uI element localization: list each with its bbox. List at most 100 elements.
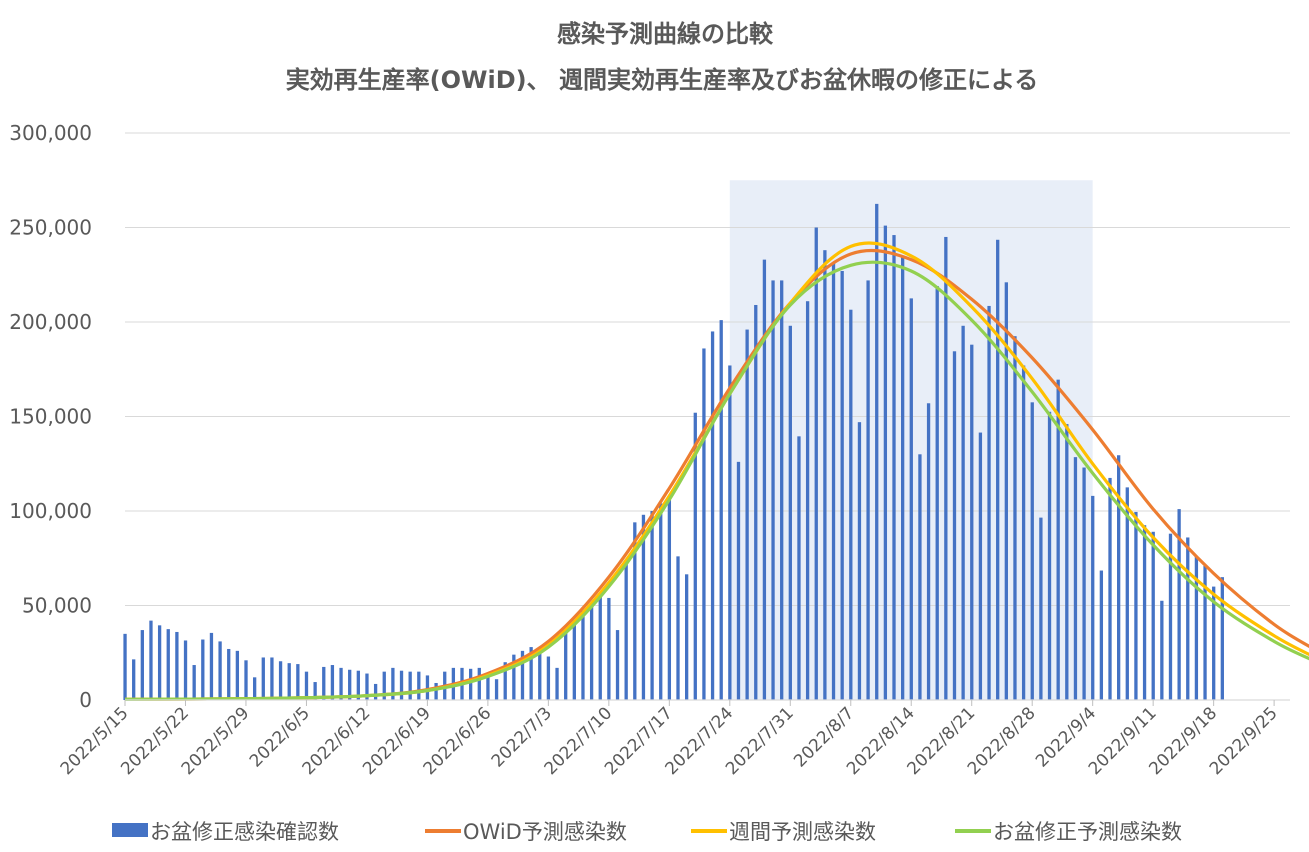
chart-title: 感染予測曲線の比較 [557,20,774,48]
legend-label: 週間予測感染数 [729,820,876,844]
bar [1220,577,1224,700]
bar [296,664,300,700]
series-line [124,241,1309,701]
bar [736,461,741,700]
y-tick-label: 250,000 [9,216,92,240]
bar [1082,467,1086,700]
bar [762,259,767,700]
bar [529,647,533,700]
bar [589,605,594,700]
bar [546,656,551,700]
bar [140,630,144,700]
bar [1039,517,1043,700]
bar [356,670,360,700]
bar [330,665,335,700]
bar [935,286,939,700]
bar [469,668,473,700]
bar [1203,565,1207,700]
bar [425,675,430,700]
bar [1186,537,1190,700]
bar [745,329,749,700]
bar [520,650,525,700]
bar [797,436,801,700]
bar [253,677,257,700]
chart-subtitle: 実効再生産率(OWiD)、 週間実効再生産率及びお盆休暇の修正による [286,66,1039,94]
bar [399,670,404,700]
bar [978,432,983,700]
bar [192,665,196,700]
bar [615,630,620,700]
y-tick-label: 150,000 [9,405,92,429]
bar [304,671,309,700]
bar [348,669,352,700]
bar [780,280,784,700]
bar [771,280,775,700]
bar [624,560,628,700]
bar [650,511,654,700]
bar [952,351,957,700]
bar [1030,402,1034,700]
y-tick-label: 50,000 [22,594,92,618]
bar [382,671,386,700]
bar [866,280,870,700]
bar [685,574,689,700]
bar [417,671,421,700]
bar [728,365,732,700]
bar [322,666,326,700]
bar [581,611,585,700]
bar [840,270,844,700]
bar [503,662,507,700]
y-tick-label: 200,000 [9,310,92,334]
bar-series [123,203,1224,701]
series-line [124,248,1309,701]
bar [659,503,663,700]
bar [961,325,965,700]
bar [538,651,542,700]
y-tick-label: 0 [79,688,92,712]
bar [201,639,205,700]
bar [1021,365,1026,700]
bar [391,667,395,700]
bar [227,648,231,700]
bar [365,673,369,700]
bar [598,596,602,700]
bar [1056,379,1060,700]
bar [1134,511,1138,700]
legend-swatch [112,823,148,837]
bar [408,671,412,700]
bar [823,250,827,700]
bar [754,304,758,700]
bar [996,239,1000,700]
bar [1142,525,1147,700]
bar [512,654,516,700]
bar [667,499,672,700]
series-line [124,260,1309,701]
bar [1151,531,1155,700]
bar [270,657,274,700]
bar [477,667,481,700]
bar [857,422,862,700]
legend: お盆修正感染確認数 OWiD予測感染数 週間予測感染数 お盆修正予測感染数 [112,820,1182,844]
bar [1177,509,1181,700]
y-axis: 0 50,000 100,000 150,000 200,000 250,000 300,0… [9,121,92,712]
line-series [124,241,1309,701]
bar [339,667,343,700]
bar [287,663,291,700]
bar [1108,477,1112,700]
bar [1168,533,1173,700]
gridlines [125,132,1290,606]
bar [641,514,646,700]
bar [1091,495,1095,700]
bar [970,344,974,700]
bar [494,679,499,700]
bar [434,682,438,700]
legend-label: お盆修正予測感染数 [993,820,1182,844]
bar [883,225,888,701]
bar [166,629,170,700]
bar [918,454,922,700]
bar [235,650,240,700]
bar [1212,586,1216,700]
bar [633,522,637,700]
